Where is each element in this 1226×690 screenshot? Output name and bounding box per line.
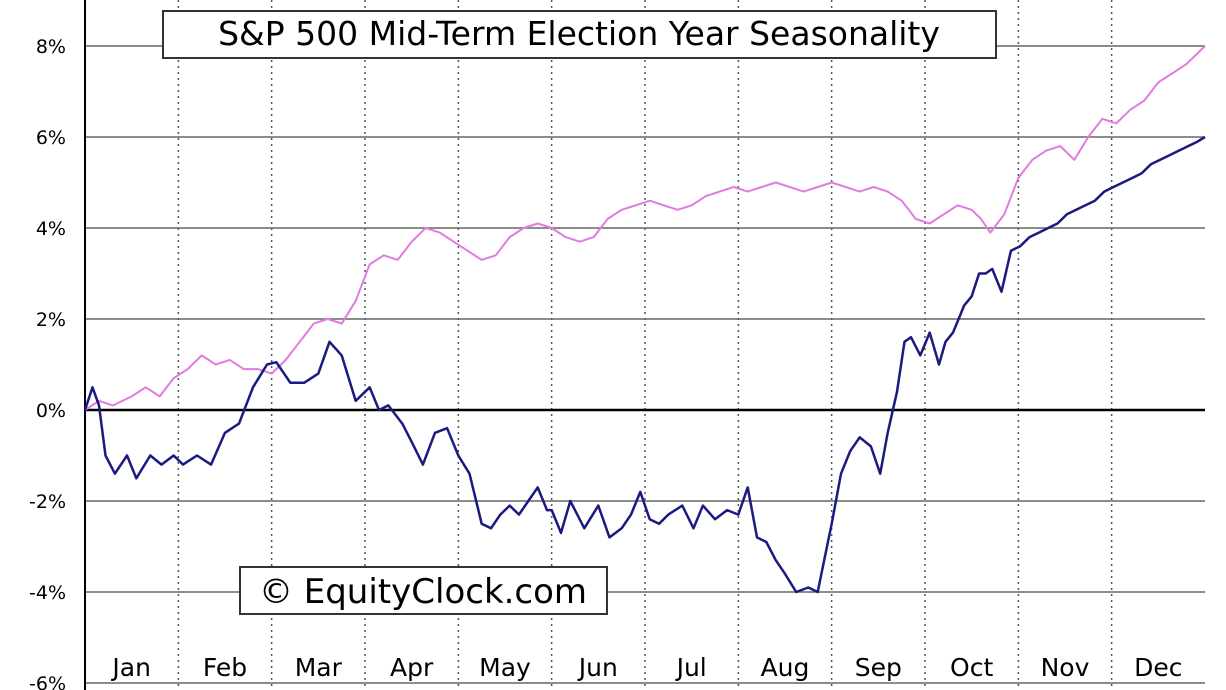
x-tick-label: Jan [110,653,151,682]
watermark-box [239,566,608,615]
y-tick-label: -2% [29,491,66,513]
series-layer [83,45,1206,594]
x-tick-label: Apr [390,653,434,682]
x-tick-label: May [479,653,531,682]
x-tick-label: Aug [761,653,810,682]
y-tick-label: 6% [36,127,66,149]
y-tick-label: 4% [36,218,66,240]
title-box [162,10,997,59]
x-tick-label: Jul [675,653,707,682]
watermark-text: © EquityClock.com [259,572,587,612]
axis-layer: -6% -4% -2% 0% 2% 4% 6% 8% Jan Feb Mar Apr May Jun Jul… [29,0,1183,690]
x-tick-label: Sep [855,653,902,682]
x-tick-label: Oct [950,653,993,682]
x-tick-label: Feb [203,653,247,682]
x-tick-label: Mar [295,653,343,682]
x-tick-label: Nov [1041,653,1090,682]
x-tick-label: Jun [577,653,618,682]
series-line-navy [83,135,1206,594]
chart-title: S&P 500 Mid-Term Election Year Seasonali… [218,14,940,53]
x-tick-label: Dec [1134,653,1182,682]
y-tick-label: 8% [36,36,66,58]
y-tick-label: -4% [29,582,66,604]
y-tick-label: 0% [36,400,66,422]
text-layer: S&P 500 Mid-Term Election Year Seasonali… [162,10,997,615]
y-tick-label: -6% [29,673,66,690]
y-tick-label: 2% [36,309,66,331]
